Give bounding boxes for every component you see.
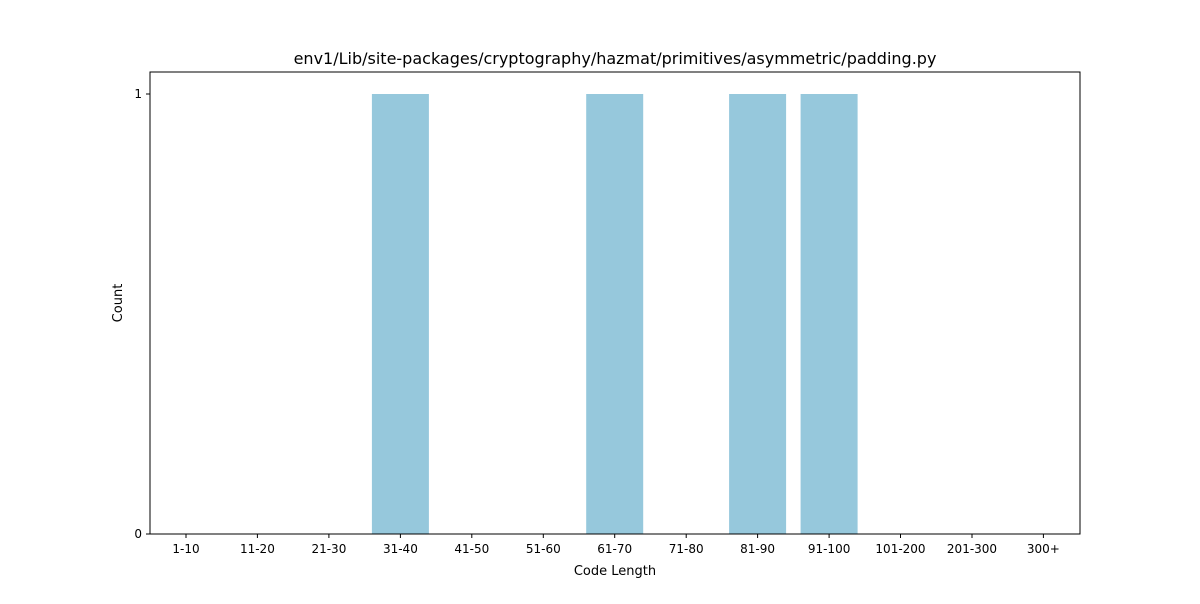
y-tick-label: 1 [134,87,142,101]
bar-31-40 [371,94,429,534]
bar-81-90 [729,94,787,534]
bar-61-70 [586,94,644,534]
x-tick-label: 101-200 [875,542,925,556]
x-tick-label: 11-20 [240,542,275,556]
x-tick-label: 300+ [1027,542,1060,556]
x-tick-label: 1-10 [172,542,199,556]
x-tick-label: 61-70 [597,542,632,556]
x-axis-label: Code Length [574,564,656,579]
chart-title: env1/Lib/site-packages/cryptography/hazm… [294,49,937,68]
y-tick-label: 0 [134,527,142,541]
x-tick-label: 201-300 [947,542,997,556]
y-axis-label: Count [111,284,126,323]
x-tick-label: 81-90 [740,542,775,556]
x-tick-label: 91-100 [808,542,851,556]
x-tick-label: 31-40 [383,542,418,556]
x-tick-label: 51-60 [526,542,561,556]
y-axis-ticks: 01 [134,87,150,541]
bars-layer [371,94,858,534]
x-tick-label: 41-50 [454,542,489,556]
x-tick-label: 21-30 [311,542,346,556]
x-tick-label: 71-80 [669,542,704,556]
bar-91-100 [800,94,858,534]
x-axis-ticks: 1-10 11-20 21-30 31-40 41-50 51-60 61-70 71-80 8… [172,534,1060,556]
